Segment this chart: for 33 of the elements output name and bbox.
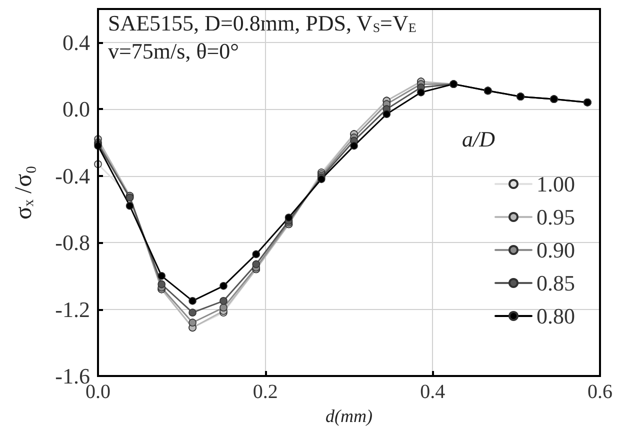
point [188, 318, 196, 327]
y-tick-label: 0.4 [62, 30, 90, 55]
legend-label: 0.80 [536, 304, 575, 328]
y-tick-label: -0.8 [55, 230, 90, 256]
annotation: v=75m/s, θ=0° [108, 38, 239, 64]
point [158, 280, 166, 288]
point [188, 308, 196, 317]
point [158, 272, 166, 280]
point [417, 88, 425, 96]
point [284, 214, 293, 222]
annotation: SAE5155, D=0.8mm, PDS, VS=VE [108, 10, 416, 36]
point [252, 260, 260, 268]
x-axis-title: d(mm) [326, 406, 372, 426]
y-tick-label: -0.4 [55, 163, 90, 188]
legend-title: a/D [462, 126, 496, 152]
x-tick-label: 0.2 [252, 381, 278, 403]
point [220, 304, 228, 312]
y-tick-label: 0.0 [62, 96, 90, 122]
x-tick-label: 0.4 [420, 381, 446, 403]
legend-label: 0.90 [536, 238, 575, 262]
point [382, 110, 391, 118]
point [350, 142, 358, 150]
point [188, 297, 196, 305]
y-axis-title: σₓ /σ₀ [11, 166, 37, 220]
y-tick-label: -1.2 [55, 296, 90, 322]
legend-label: 0.85 [536, 270, 575, 296]
point [220, 282, 228, 290]
x-tick-label: 0.6 [588, 381, 612, 403]
legend-label: 0.95 [536, 204, 575, 230]
point [220, 297, 228, 305]
legend-label: 1.00 [536, 172, 575, 196]
point [252, 250, 260, 258]
point [126, 202, 134, 210]
